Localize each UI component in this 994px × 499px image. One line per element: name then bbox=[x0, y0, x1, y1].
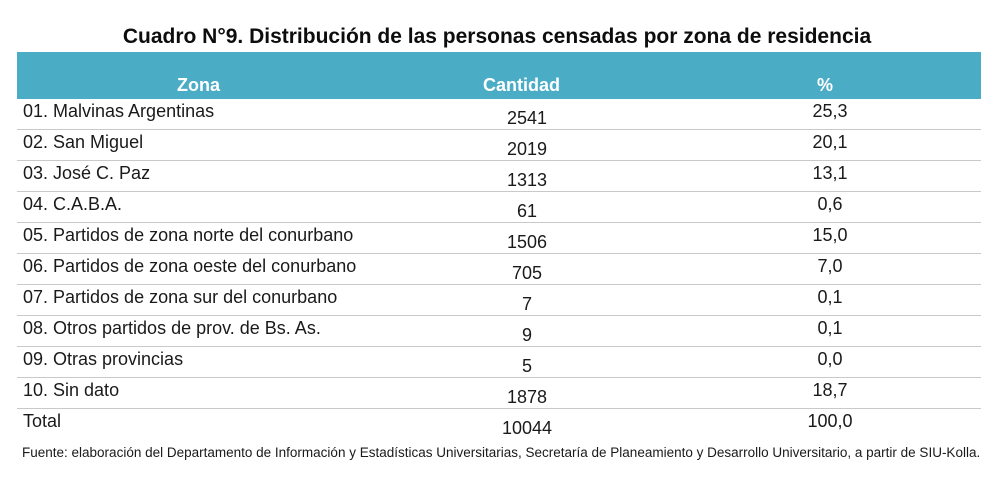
cell-cantidad: 1313 bbox=[506, 170, 548, 190]
cell-zona: 06. Partidos de zona oeste del conurbano bbox=[23, 256, 357, 276]
cell-cantidad: 1506 bbox=[506, 232, 548, 252]
cell-zona: 02. San Miguel bbox=[23, 132, 144, 152]
table-row: 10. Sin dato 1878 18,7 bbox=[17, 378, 981, 409]
source-note: Fuente: elaboración del Departamento de … bbox=[22, 445, 981, 460]
table-row: 05. Partidos de zona norte del conurbano… bbox=[17, 223, 981, 254]
cell-percent: 13,1 bbox=[812, 163, 848, 183]
cell-zona: 09. Otras provincias bbox=[23, 349, 184, 369]
cell-cantidad: 2541 bbox=[506, 108, 548, 128]
cell-zona: 10. Sin dato bbox=[23, 380, 120, 400]
cell-percent: 0,1 bbox=[817, 287, 843, 307]
table-title: Cuadro N°9. Distribución de las personas… bbox=[122, 25, 872, 48]
cell-percent: 25,3 bbox=[812, 101, 848, 121]
table-row: 02. San Miguel 2019 20,1 bbox=[17, 130, 981, 161]
cell-percent: 0,0 bbox=[817, 349, 843, 369]
cell-cantidad: 9 bbox=[521, 325, 532, 345]
cell-percent: 15,0 bbox=[812, 225, 848, 245]
cell-cantidad-total: 10044 bbox=[501, 418, 553, 438]
cell-percent: 0,6 bbox=[817, 194, 843, 214]
cell-cantidad: 705 bbox=[511, 263, 543, 283]
cell-percent: 18,7 bbox=[812, 380, 848, 400]
cell-zona: 05. Partidos de zona norte del conurbano bbox=[23, 225, 354, 245]
cell-cantidad: 5 bbox=[521, 356, 532, 376]
data-table: Zona Cantidad % 01. Malvinas Argentinas … bbox=[17, 52, 981, 439]
cell-zona: 04. C.A.B.A. bbox=[23, 194, 123, 214]
column-header-zona: Zona bbox=[177, 75, 220, 95]
table-row: 04. C.A.B.A. 61 0,6 bbox=[17, 192, 981, 223]
cell-percent: 7,0 bbox=[817, 256, 843, 276]
table-row: 01. Malvinas Argentinas 2541 25,3 bbox=[17, 99, 981, 130]
column-header-percent: % bbox=[817, 75, 834, 95]
cell-zona: 03. José C. Paz bbox=[23, 163, 151, 183]
cell-cantidad: 1878 bbox=[506, 387, 548, 407]
column-header-cantidad: Cantidad bbox=[483, 75, 561, 95]
cell-percent-total: 100,0 bbox=[807, 411, 853, 431]
table-row: 08. Otros partidos de prov. de Bs. As. 9… bbox=[17, 316, 981, 347]
cell-zona: 08. Otros partidos de prov. de Bs. As. bbox=[23, 318, 321, 338]
cell-cantidad: 2019 bbox=[506, 139, 548, 159]
table-row: 09. Otras provincias 5 0,0 bbox=[17, 347, 981, 378]
cell-percent: 20,1 bbox=[812, 132, 848, 152]
table-row: 07. Partidos de zona sur del conurbano 7… bbox=[17, 285, 981, 316]
cell-zona-total: Total bbox=[23, 411, 62, 431]
cell-cantidad: 7 bbox=[521, 294, 532, 314]
table-row: 06. Partidos de zona oeste del conurbano… bbox=[17, 254, 981, 285]
table-total-row: Total 10044 100,0 bbox=[17, 409, 981, 439]
cell-cantidad: 61 bbox=[516, 201, 538, 221]
table-header: Zona Cantidad % bbox=[17, 52, 981, 99]
table-row: 03. José C. Paz 1313 13,1 bbox=[17, 161, 981, 192]
cell-zona: 07. Partidos de zona sur del conurbano bbox=[23, 287, 338, 307]
cell-zona: 01. Malvinas Argentinas bbox=[23, 101, 215, 121]
cell-percent: 0,1 bbox=[817, 318, 843, 338]
